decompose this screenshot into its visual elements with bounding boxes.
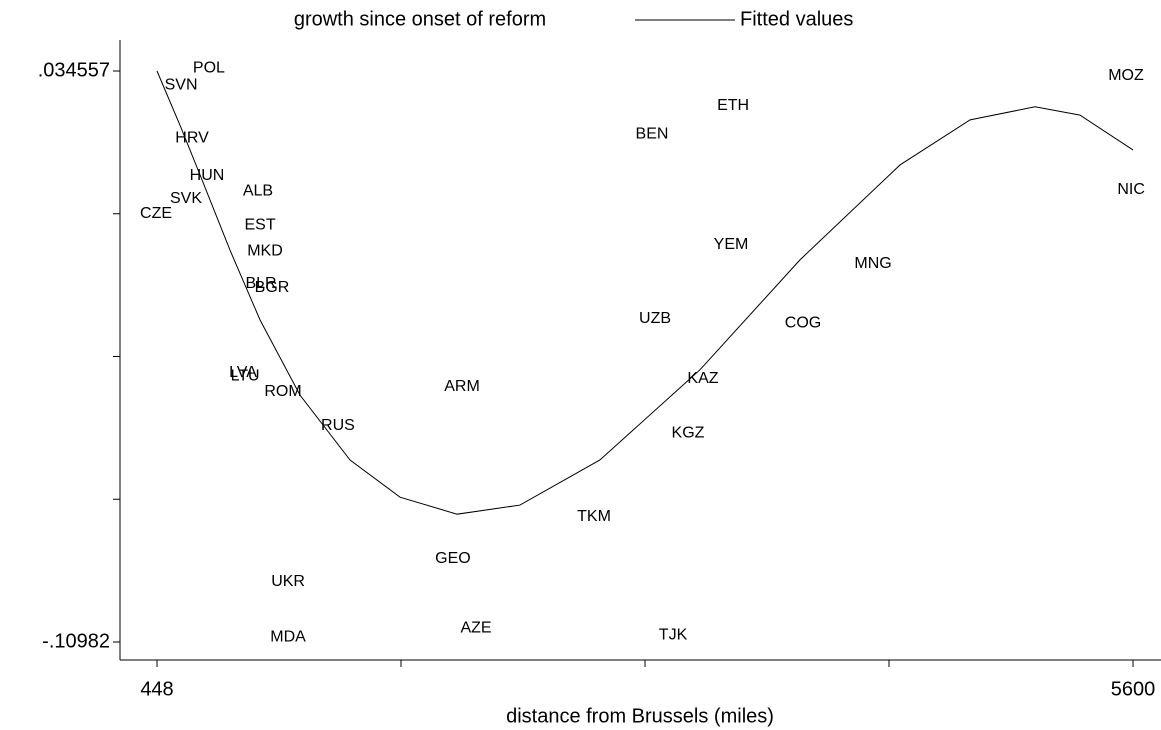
point-label: UZB bbox=[639, 310, 671, 327]
y-tick-label: .034557 bbox=[38, 59, 110, 81]
legend-label: Fitted values bbox=[740, 8, 853, 30]
point-label: HRV bbox=[175, 129, 209, 146]
point-label: LTU bbox=[231, 367, 260, 384]
point-label: ETH bbox=[717, 97, 749, 114]
point-label: CZE bbox=[140, 205, 172, 222]
point-label: ARM bbox=[444, 378, 480, 395]
x-axis-label: distance from Brussels (miles) bbox=[506, 705, 774, 727]
point-label: SVK bbox=[170, 190, 202, 207]
point-label: UKR bbox=[271, 573, 305, 590]
point-label: GEO bbox=[435, 550, 471, 567]
fitted-line bbox=[156, 70, 1134, 515]
point-label: LVA bbox=[229, 364, 257, 381]
point-label: RUS bbox=[321, 417, 355, 434]
point-label: HUN bbox=[190, 167, 225, 184]
point-label: BGR bbox=[255, 279, 290, 296]
point-label: MOZ bbox=[1108, 67, 1144, 84]
y-tick-label: -.10982 bbox=[42, 630, 110, 652]
point-label: SVN bbox=[165, 76, 198, 93]
point-label: TKM bbox=[577, 508, 611, 525]
point-label: BEN bbox=[636, 125, 669, 142]
point-label: TJK bbox=[659, 626, 688, 643]
point-label: POL bbox=[193, 59, 225, 76]
point-label: MKD bbox=[247, 242, 283, 259]
point-label: NIC bbox=[1117, 181, 1145, 198]
x-tick-label: 5600 bbox=[1111, 678, 1156, 700]
point-label: EST bbox=[244, 216, 275, 233]
point-label: KGZ bbox=[672, 424, 705, 441]
point-label: MNG bbox=[854, 255, 891, 272]
point-label: BLR bbox=[245, 275, 276, 292]
point-label: MDA bbox=[270, 628, 306, 645]
point-label: ALB bbox=[243, 182, 273, 199]
point-label: KAZ bbox=[687, 370, 718, 387]
point-label: COG bbox=[785, 314, 821, 331]
x-tick-label: 448 bbox=[140, 678, 173, 700]
point-label: AZE bbox=[460, 619, 491, 636]
point-label: ROM bbox=[264, 383, 301, 400]
point-label: YEM bbox=[714, 236, 749, 253]
legend-label: growth since onset of reform bbox=[294, 8, 546, 30]
